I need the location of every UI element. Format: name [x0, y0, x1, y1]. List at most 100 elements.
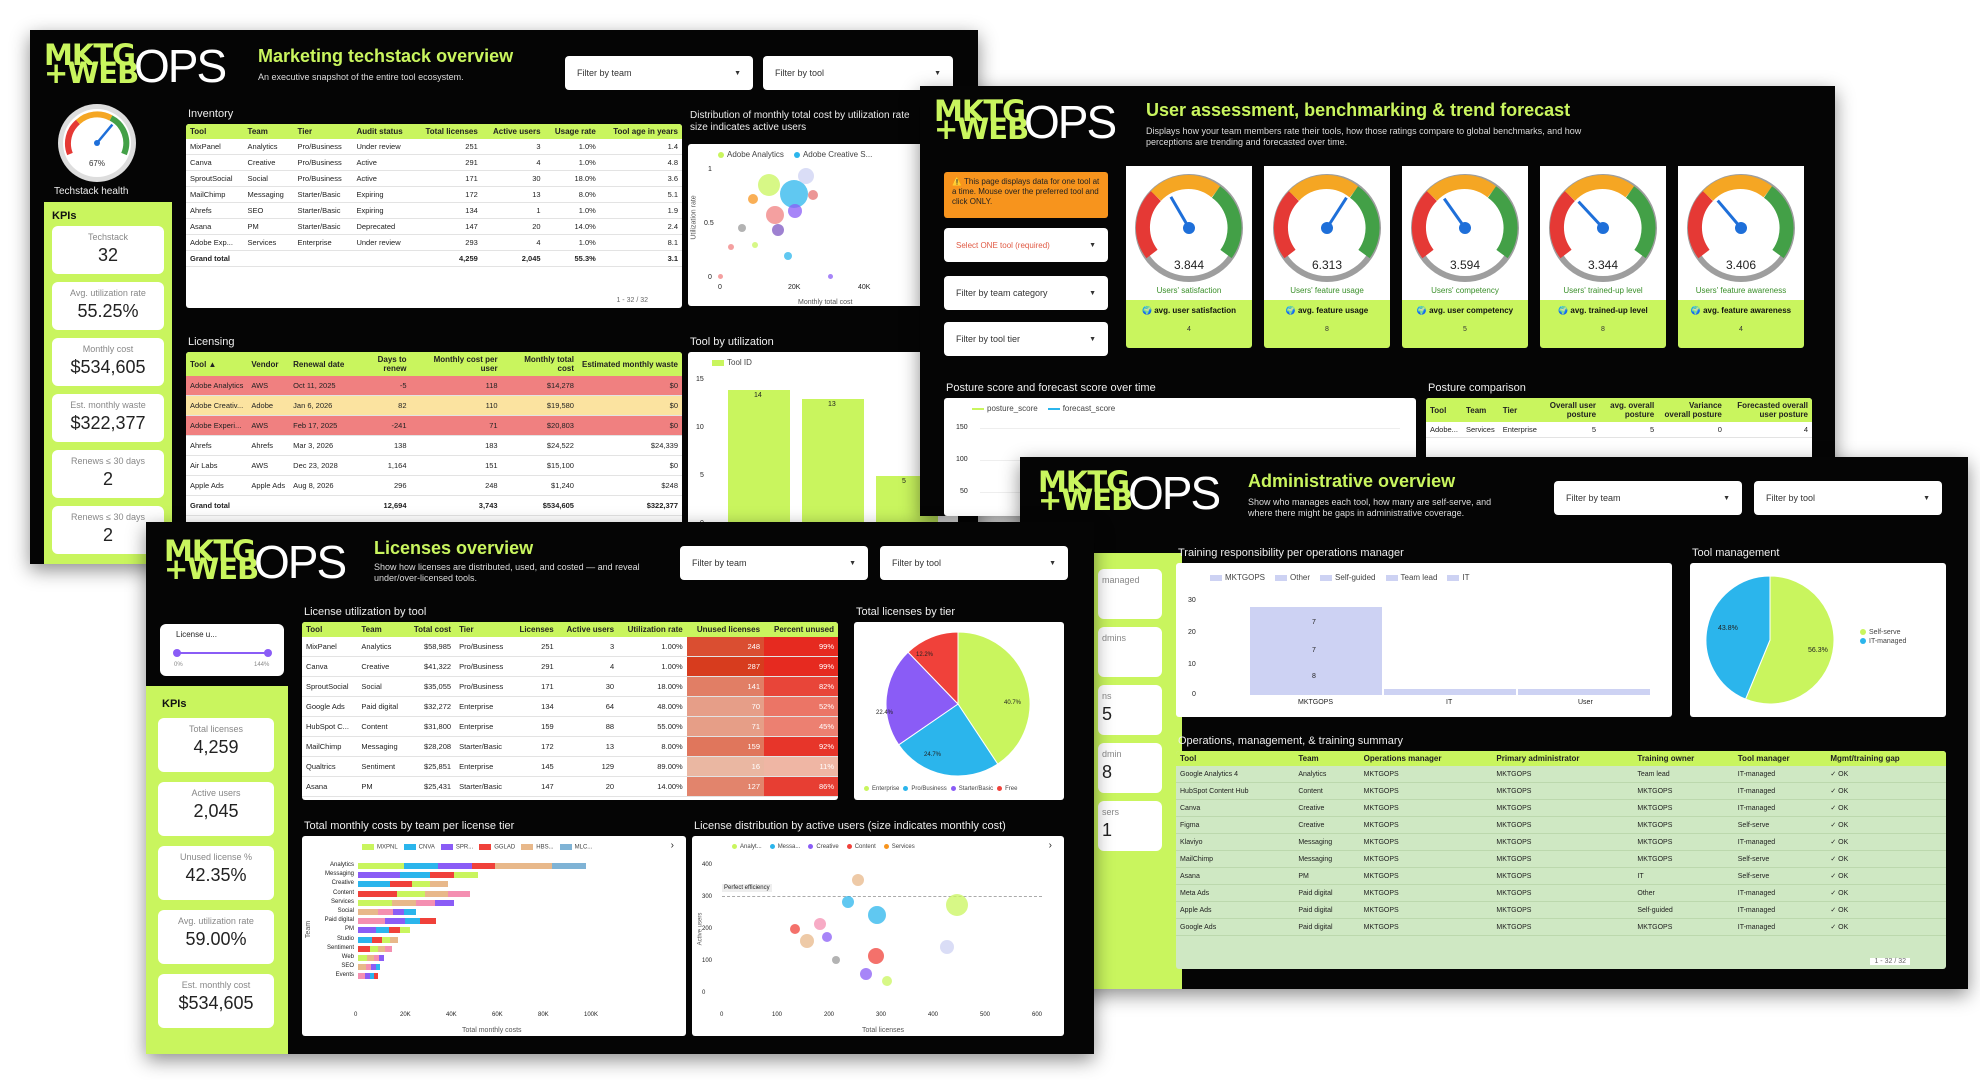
column-header[interactable]: avg. overall posture [1600, 398, 1659, 422]
data-point[interactable] [784, 252, 792, 260]
bar-segment[interactable] [370, 973, 374, 980]
data-point[interactable] [832, 956, 840, 964]
data-point[interactable] [808, 190, 818, 200]
data-point[interactable] [860, 968, 872, 980]
bar-segment[interactable] [389, 927, 400, 934]
pie-slice[interactable] [1744, 575, 1835, 705]
column-header[interactable]: Usage rate [544, 124, 600, 139]
bar-segment[interactable] [390, 936, 398, 943]
bar-segment[interactable] [494, 863, 552, 869]
pie-slice[interactable] [907, 631, 959, 706]
table-row[interactable]: Ahrefs SEO Starter/Basic Expiring 134 1 1.0% 1.… [186, 202, 682, 219]
filter-by-tool[interactable]: Filter by tool ▼ [763, 56, 953, 90]
bar-segment[interactable] [415, 899, 435, 906]
table-row[interactable]: Canva Creative Pro/Business Active 291 4 1.0% 4… [186, 154, 682, 171]
column-header[interactable]: Tool [186, 124, 244, 139]
column-header[interactable]: Percent unused [764, 622, 838, 637]
table-row[interactable]: Qualtrics Sentiment $25,851 Enterprise 145 12… [302, 756, 838, 777]
legend-item[interactable]: HBS... [521, 844, 554, 851]
data-point[interactable] [800, 934, 814, 948]
table-row[interactable]: Apple Ads Apple Ads Aug 8, 2026 296 248 $1,24… [186, 475, 682, 496]
legend-item[interactable]: Other [1275, 573, 1310, 582]
bar-segment[interactable] [389, 881, 412, 888]
column-header[interactable]: Operations manager [1359, 751, 1493, 766]
data-point[interactable] [842, 896, 854, 908]
column-header[interactable]: Active users [481, 124, 545, 139]
table-row[interactable]: MixPanel Analytics $58,985 Pro/Business 251 3… [302, 637, 838, 657]
column-header[interactable]: Team [243, 124, 294, 139]
column-header[interactable]: Team [1294, 751, 1360, 766]
bar-segment[interactable] [358, 973, 365, 980]
column-header[interactable]: Tier [455, 622, 512, 637]
data-point[interactable] [780, 180, 808, 208]
table-row[interactable]: Adobe Experi... AWS Feb 17, 2025 -241 71 $20,… [186, 415, 682, 436]
bar-segment[interactable] [371, 964, 376, 971]
inventory-pager[interactable]: 1 - 32 / 32 [616, 297, 648, 304]
data-point[interactable] [728, 244, 734, 250]
bar-segment[interactable] [378, 909, 393, 915]
table-row[interactable]: Canva Creative $41,322 Pro/Business 291 4 1.00… [302, 656, 838, 677]
bar-segment[interactable] [358, 936, 372, 943]
bar-segment[interactable] [397, 890, 426, 897]
bar-segment[interactable] [373, 955, 379, 961]
slider-handle-min[interactable] [173, 649, 181, 657]
bar-segment[interactable] [372, 936, 382, 943]
table-row[interactable]: Meta Ads Paid digital MKTGOPS MKTGOPS Other I… [1176, 884, 1946, 902]
table-row[interactable]: Google Analytics 4 Analytics MKTGOPS MKTGOP… [1176, 766, 1946, 783]
bar-segment[interactable] [392, 909, 405, 915]
license-utilization-slider[interactable]: License u... 0% 144% [160, 624, 284, 676]
column-header[interactable]: Primary administrator [1492, 751, 1634, 766]
table-row[interactable]: MixPanel Analytics Pro/Business Under revie… [186, 139, 682, 155]
table-row[interactable]: Adobe... Services Enterprise 5 5 0 4 [1426, 422, 1812, 438]
bar-segment[interactable] [437, 863, 472, 869]
pie-slice[interactable] [898, 703, 999, 777]
column-header[interactable]: Variance overall posture [1658, 398, 1726, 422]
legend-item[interactable]: GGLAD [479, 844, 515, 851]
bar-segment[interactable] [430, 872, 454, 879]
bar-segment[interactable] [472, 863, 495, 869]
data-point[interactable] [788, 204, 802, 218]
column-header[interactable]: Estimated monthly waste [577, 352, 682, 376]
filter-by-tool-tier[interactable]: Filter by tool tier ▼ [944, 322, 1108, 356]
bar-segment[interactable] [412, 881, 430, 888]
bar-segment[interactable] [358, 881, 390, 888]
bar[interactable] [802, 399, 864, 524]
data-point[interactable] [940, 940, 954, 954]
bar-segment[interactable] [404, 909, 416, 915]
bar-segment[interactable] [358, 872, 400, 879]
data-point[interactable] [718, 274, 723, 279]
table-row[interactable]: HubSpot C... Content $31,800 Enterprise 159 8… [302, 716, 838, 737]
bar-segment[interactable] [391, 899, 416, 906]
data-point[interactable] [814, 918, 826, 930]
data-point[interactable] [772, 224, 784, 236]
table-row[interactable]: Air Labs AWS Dec 23, 2028 1,164 151 $15,100 $0 [186, 455, 682, 476]
bar-segment[interactable] [385, 918, 405, 925]
bar-segment[interactable] [376, 927, 390, 934]
column-header[interactable]: Tool [1426, 398, 1462, 422]
table-row[interactable]: Asana PM $25,431 Starter/Basic 147 20 14.00% 12… [302, 776, 838, 797]
data-point[interactable] [752, 242, 758, 248]
table-row[interactable]: HubSpot Content Hub Content MKTGOPS MKTGOPS… [1176, 782, 1946, 800]
bar-segment[interactable] [358, 918, 386, 925]
column-header[interactable]: Mgmt/training gap [1826, 751, 1946, 766]
filter-by-team[interactable]: Filter by team ▼ [680, 546, 868, 580]
column-header[interactable]: Team [357, 622, 406, 637]
legend-item[interactable]: Pro/Business [903, 786, 947, 792]
bar-segment[interactable] [404, 918, 421, 925]
table-row[interactable]: Adobe Analytics AWS Oct 11, 2025 -5 118 $14,2… [186, 376, 682, 396]
legend-item[interactable]: Services [883, 844, 915, 850]
bar-segment[interactable] [358, 890, 398, 897]
table-row[interactable]: Asana PM MKTGOPS MKTGOPS IT Self-serve ✓ OK [1176, 867, 1946, 885]
column-header[interactable]: Tier [1498, 398, 1541, 422]
bar-segment[interactable] [399, 927, 410, 934]
bar-segment[interactable] [385, 945, 392, 952]
filter-by-tool[interactable]: Filter by tool ▼ [880, 546, 1068, 580]
column-header[interactable]: Unused licenses [686, 622, 765, 637]
table-row[interactable]: SproutSocial Social $35,055 Pro/Business 171… [302, 676, 838, 697]
legend-item[interactable]: Messa... [769, 844, 800, 850]
bar-segment[interactable] [403, 863, 438, 869]
table-row[interactable]: Adobe Creativ... Adobe Jan 6, 2026 82 110 $19… [186, 395, 682, 416]
table-row[interactable]: Ahrefs Ahrefs Mar 3, 2026 138 183 $24,522 $24,… [186, 435, 682, 456]
column-header[interactable]: Days to renew [348, 352, 411, 376]
table-row[interactable]: Google Ads Paid digital MKTGOPS MKTGOPS MKTG… [1176, 918, 1946, 936]
